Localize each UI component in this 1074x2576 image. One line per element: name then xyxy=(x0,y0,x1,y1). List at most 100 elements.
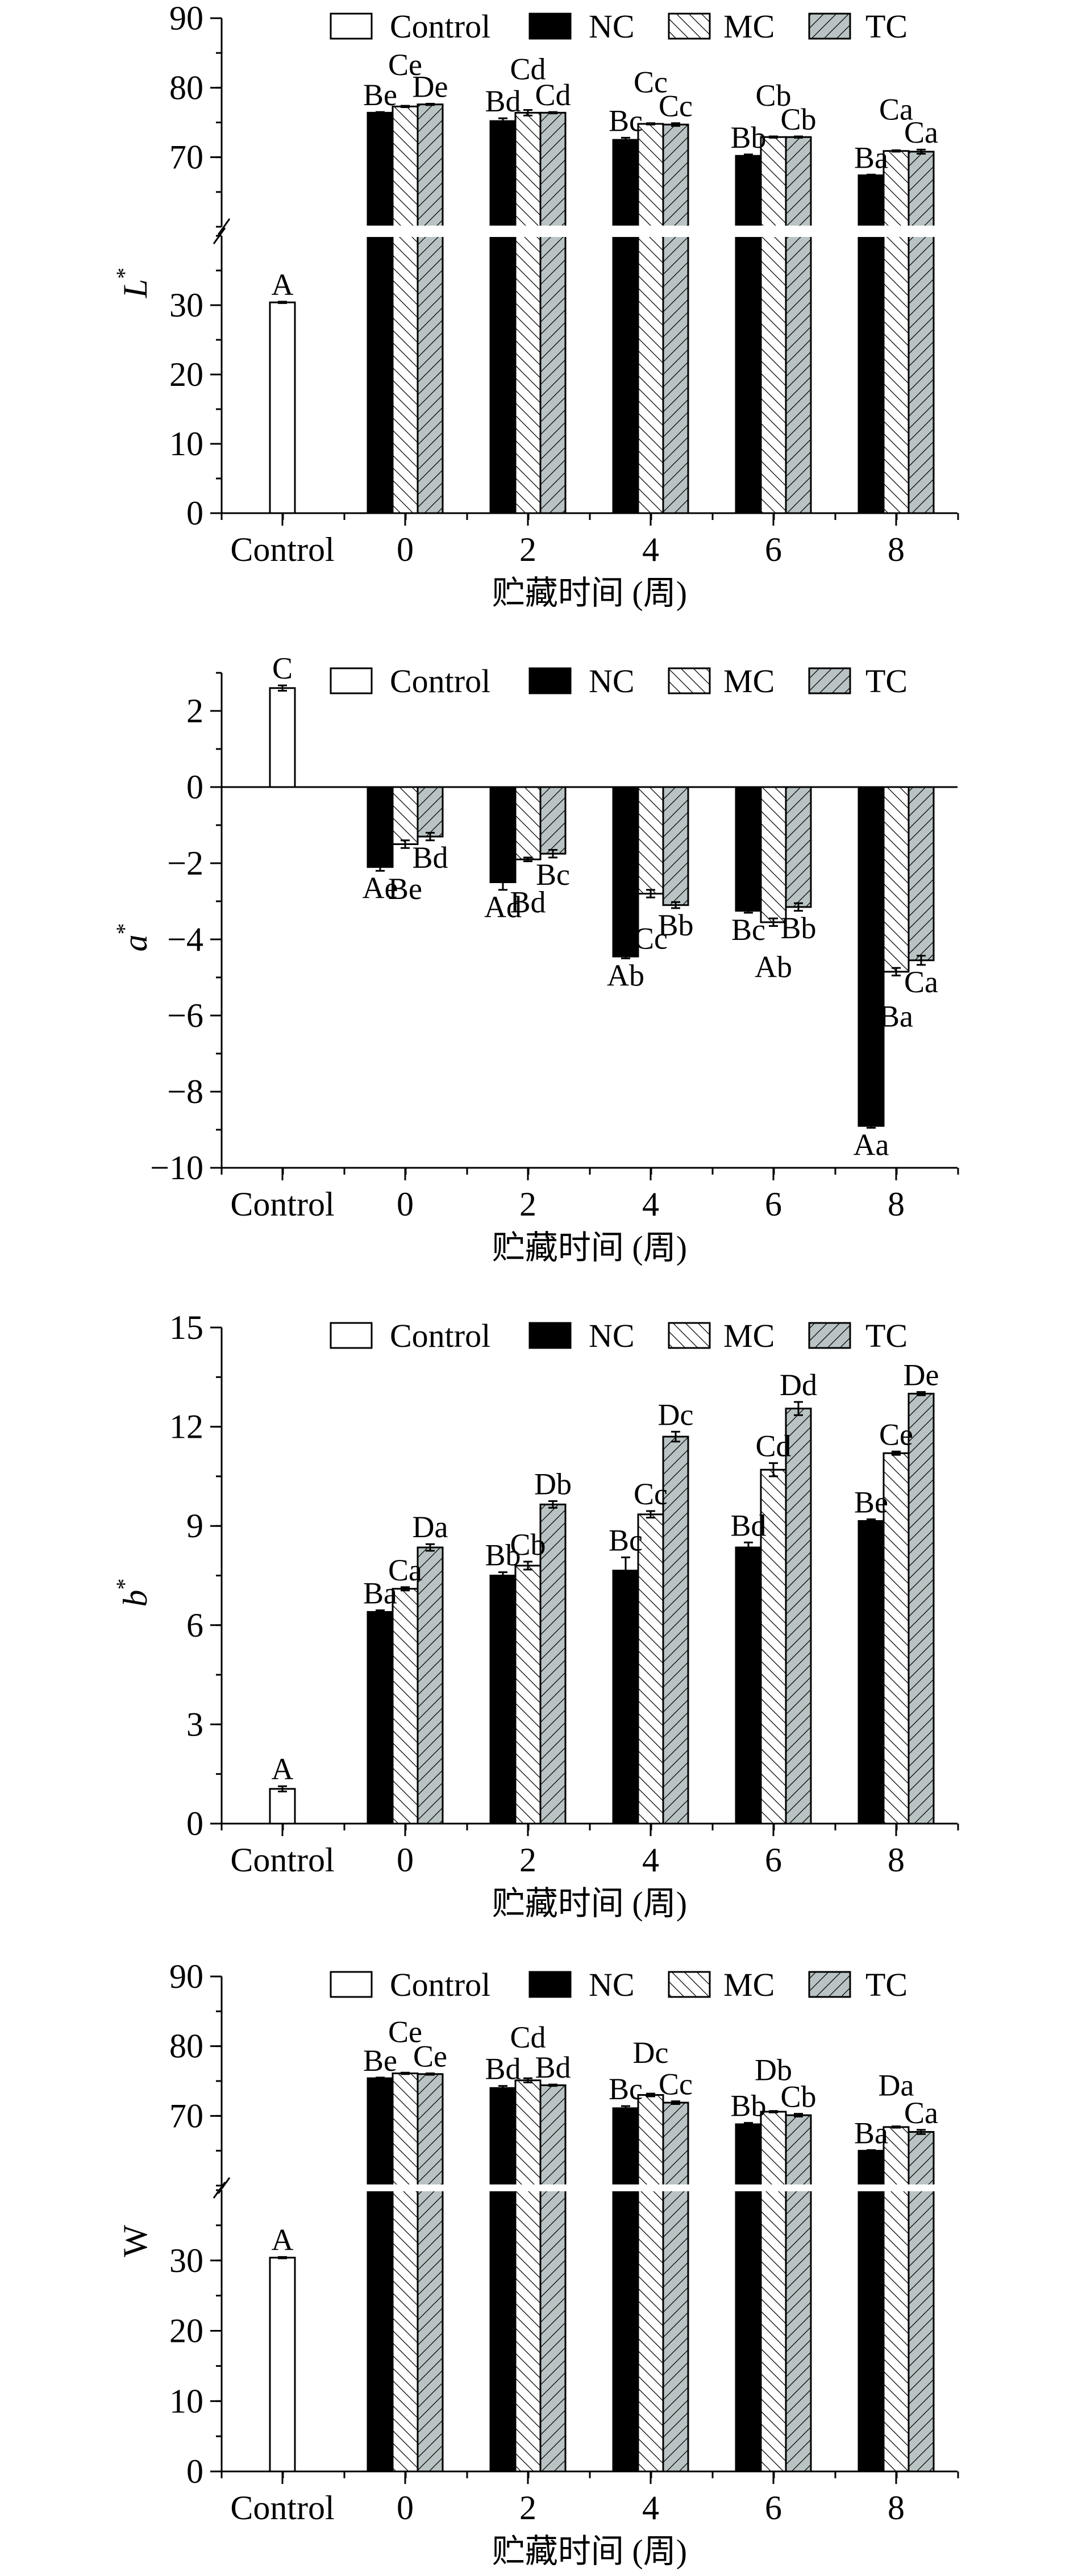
legend-swatch-mc xyxy=(668,1322,711,1349)
x-tick-label: 6 xyxy=(765,531,782,568)
legend-label-control: Control xyxy=(390,1966,490,2003)
legend-label-mc: MC xyxy=(723,1966,775,2003)
y-tick-label: 80 xyxy=(169,2028,203,2065)
x-tick-label: 8 xyxy=(888,2489,905,2527)
bar-nc xyxy=(735,1546,762,1825)
error-bar xyxy=(621,954,630,959)
error-bar xyxy=(523,856,532,863)
bar-nc xyxy=(367,786,394,868)
bar-mc xyxy=(882,150,910,514)
legend-swatch-tc xyxy=(808,1322,851,1349)
x-tick-label: 0 xyxy=(397,1841,414,1879)
significance-label: Ca xyxy=(904,965,938,999)
bar-mc xyxy=(392,105,419,514)
y-tick-label: 30 xyxy=(169,286,203,324)
error-bar xyxy=(917,1391,926,1396)
significance-label: Ba xyxy=(879,1000,913,1034)
bar-tc xyxy=(785,2114,812,2473)
error-bar xyxy=(498,1571,507,1580)
significance-label: Bb xyxy=(780,911,816,945)
error-bar xyxy=(548,1500,557,1509)
significance-label: Ca xyxy=(388,1553,422,1587)
chart-1: A Be Bd Bc Bb Ba Ce Cd Cc Cb Ca De Cd Cc Cb Ca Control 0 2… xyxy=(111,0,969,611)
x-tick-label: 6 xyxy=(765,1841,782,1879)
y-tick-label: −6 xyxy=(167,997,203,1034)
bar-mc xyxy=(882,786,910,973)
error-bar xyxy=(278,1785,287,1793)
bar-tc xyxy=(908,2131,935,2473)
error-bar xyxy=(744,1541,753,1554)
significance-label: C xyxy=(272,651,293,685)
bar-mc xyxy=(392,1588,419,1825)
bar-tc xyxy=(785,786,812,908)
significance-label: Cd xyxy=(755,1429,791,1463)
error-bar xyxy=(548,111,557,115)
bar-tc xyxy=(662,123,689,514)
error-bar xyxy=(401,2071,410,2075)
y-tick-label: −2 xyxy=(167,844,203,882)
significance-label: Bb xyxy=(730,2089,766,2123)
legend-swatch-control xyxy=(330,1971,373,1998)
bar-mc xyxy=(760,1468,787,1825)
bar-nc xyxy=(735,155,762,514)
x-axis-title: 贮藏时间 (周) xyxy=(492,575,687,611)
x-tick-label: 4 xyxy=(642,2489,659,2527)
error-bar xyxy=(892,149,901,153)
significance-label: Ca xyxy=(879,92,913,126)
significance-label: Bd xyxy=(730,1508,766,1542)
error-bar xyxy=(548,849,557,859)
error-bar xyxy=(646,1510,655,1519)
error-bar xyxy=(426,831,435,842)
bars xyxy=(269,684,935,1129)
significance-label: Bb xyxy=(730,120,766,155)
legend-swatch-mc xyxy=(668,667,711,694)
significance-label: Cb xyxy=(510,1528,546,1562)
legend-label-nc: NC xyxy=(589,1317,635,1354)
bar-tc xyxy=(417,103,444,514)
error-bar xyxy=(401,105,410,109)
bar-tc xyxy=(417,786,444,838)
significance-label: A xyxy=(272,1752,294,1786)
y-axis-title-superscript: * xyxy=(111,1579,137,1590)
error-bar xyxy=(917,2129,926,2135)
chart-4: A Be Bd Bc Bb Ba Ce Cd Dc Db Da Ce Bd Cc Cb Ca Control 0 2… xyxy=(116,1958,969,2570)
error-bar xyxy=(744,2122,753,2127)
legend-label-control: Control xyxy=(390,8,490,45)
legend-label-tc: TC xyxy=(865,8,908,45)
significance-label: Bc xyxy=(731,913,765,947)
significance-label: Ae xyxy=(363,871,398,905)
significance-label: Cb xyxy=(780,102,816,136)
y-tick-label: −10 xyxy=(150,1149,203,1187)
error-bar xyxy=(867,1123,876,1129)
y-axis-title-superscript: * xyxy=(111,923,137,935)
significance-label: Bc xyxy=(609,103,643,138)
error-bar xyxy=(498,873,507,891)
significance-label: Be xyxy=(388,872,422,906)
bar-mc xyxy=(637,786,664,895)
error-bar xyxy=(646,889,655,898)
error-bar xyxy=(646,2092,655,2098)
bar-nc xyxy=(367,2077,394,2473)
error-bar xyxy=(523,109,532,116)
bar-mc xyxy=(637,123,664,514)
error-bar xyxy=(892,2125,901,2129)
legend-swatch-nc xyxy=(528,1971,572,1998)
significance-label: Cc xyxy=(634,1477,668,1511)
significance-label: Be xyxy=(363,78,397,112)
y-tick-label: −8 xyxy=(167,1073,203,1110)
bar-tc xyxy=(417,1546,444,1825)
axis-break-gap xyxy=(199,226,969,237)
bar-mc xyxy=(514,111,542,514)
x-axis-title: 贮藏时间 (周) xyxy=(492,1229,687,1266)
significance-label: Cd xyxy=(510,2020,546,2054)
y-tick-label: 10 xyxy=(169,2382,203,2420)
error-bar xyxy=(917,955,926,966)
significance-label: De xyxy=(904,1358,939,1392)
significance-label: Dc xyxy=(658,1397,694,1431)
y-tick-label: 6 xyxy=(186,1607,203,1644)
error-bar xyxy=(671,2100,680,2105)
x-tick-label: Control xyxy=(230,1185,334,1223)
error-bar xyxy=(794,2113,803,2118)
error-bar xyxy=(376,111,385,115)
x-tick-label: 0 xyxy=(397,2489,414,2527)
